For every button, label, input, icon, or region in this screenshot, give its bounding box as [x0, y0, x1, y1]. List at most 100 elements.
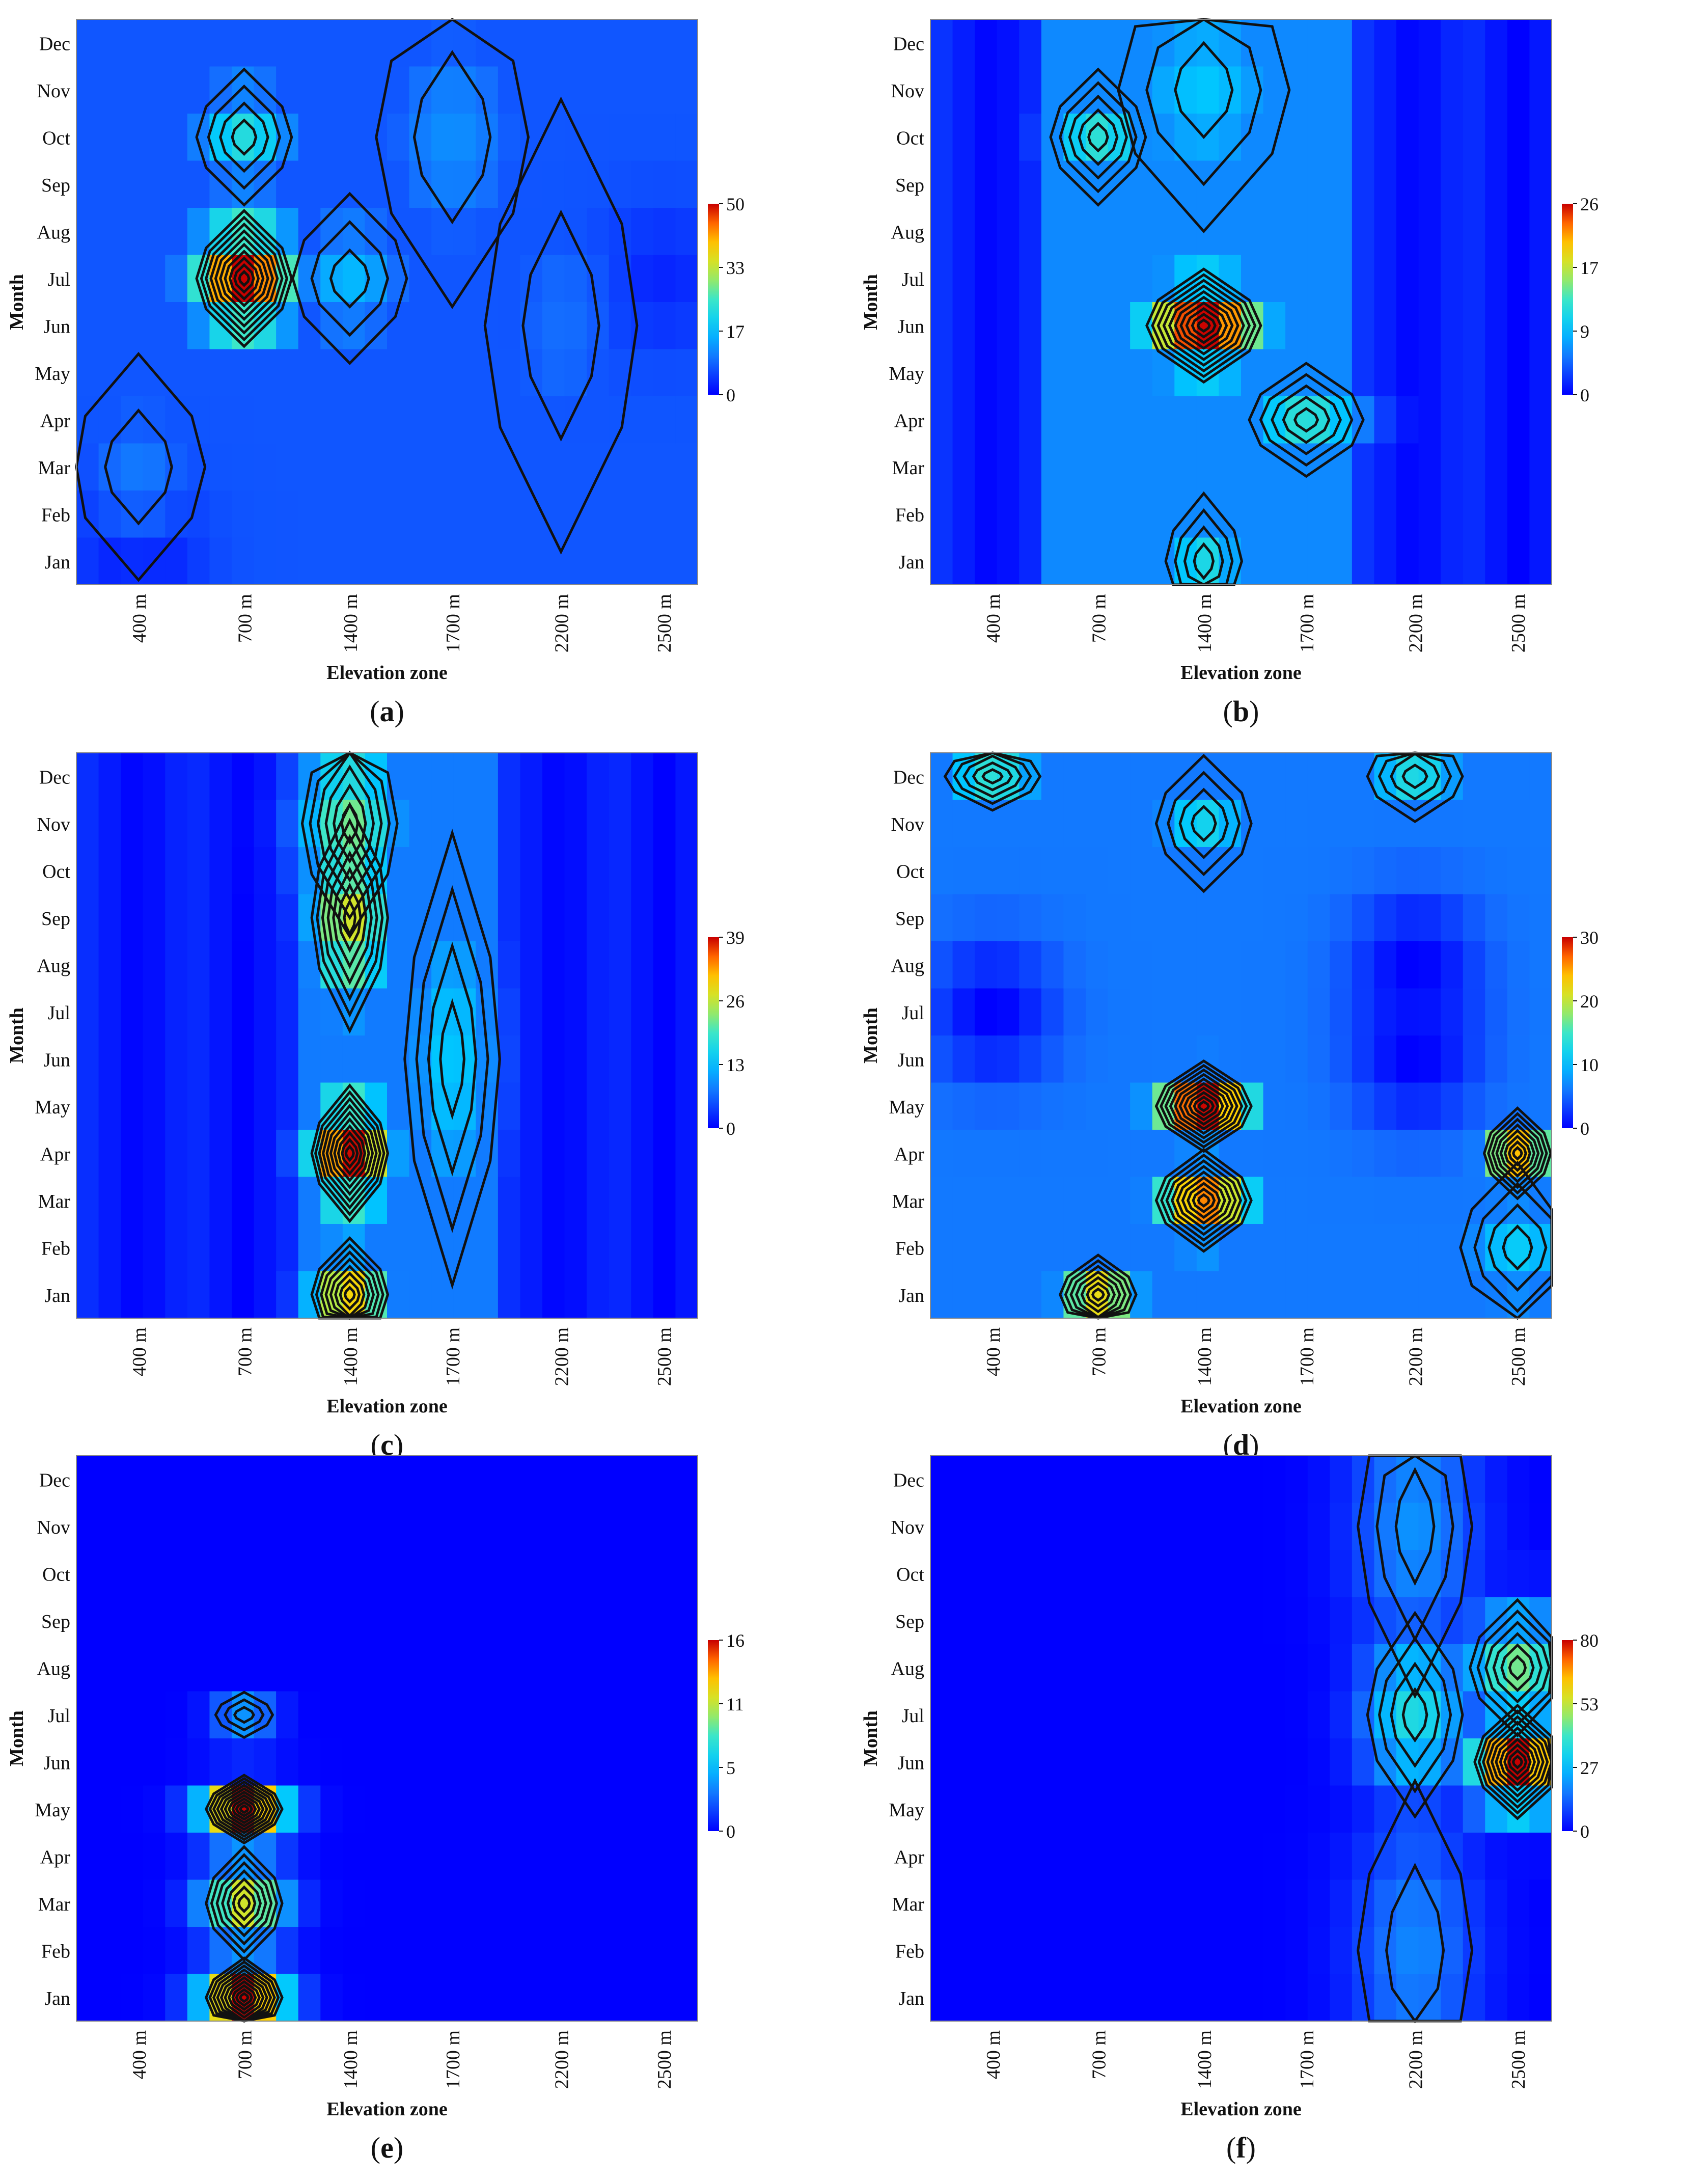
heatmap-cell [187, 894, 210, 942]
heatmap-cell [1352, 1738, 1375, 1786]
heatmap-cell [1485, 19, 1508, 67]
heatmap-cell [143, 1785, 166, 1833]
heatmap-cell [1063, 537, 1086, 585]
heatmap-cell [165, 894, 188, 942]
heatmap-cell [1285, 988, 1308, 1036]
heatmap-cell [609, 1644, 631, 1692]
heatmap-cell [1063, 1879, 1086, 1927]
heatmap-cell [1196, 1691, 1220, 1739]
heatmap-cell [1418, 255, 1441, 303]
heatmap-cell [653, 349, 676, 397]
caption-open: ( [1223, 695, 1233, 728]
heatmap-cell [930, 349, 953, 397]
contour-line [1197, 1193, 1210, 1208]
contour-line [215, 1861, 273, 1946]
heatmap-cell [121, 1130, 144, 1178]
heatmap-cell [1374, 1974, 1397, 2022]
heatmap-cell [209, 894, 232, 942]
heatmap-cell [1285, 1597, 1308, 1645]
heatmap-cell [431, 1503, 454, 1550]
heatmap-cell [98, 1927, 121, 1975]
heatmap-cell [1219, 1503, 1242, 1550]
contour-line [1174, 1077, 1234, 1135]
heatmap-cell [209, 847, 232, 895]
y-tick-label: Nov [37, 814, 70, 835]
heatmap-cell [1441, 894, 1464, 942]
contour-line [337, 1131, 363, 1176]
heatmap-cell [520, 1833, 543, 1881]
heatmap-cell [1152, 1036, 1175, 1083]
heatmap-cell [165, 1691, 188, 1739]
heatmap-cell [1086, 1785, 1109, 1833]
heatmap-cell [1063, 1036, 1086, 1083]
heatmap-cell [1285, 1503, 1308, 1550]
heatmap-cell [1196, 1833, 1220, 1881]
contour-line [337, 882, 362, 953]
y-tick-label: Nov [37, 1517, 70, 1538]
heatmap-cell [930, 1927, 953, 1975]
contour-line [214, 236, 274, 321]
heatmap-cell [1330, 1271, 1353, 1319]
contour-line [1059, 81, 1138, 194]
heatmap-cell [76, 1691, 99, 1739]
heatmap-cell [365, 1036, 388, 1083]
heatmap-cell [675, 1879, 698, 1927]
heatmap-cell [1019, 1550, 1042, 1598]
contour-line [1080, 1276, 1116, 1314]
heatmap-cell [1174, 1036, 1197, 1083]
heatmap-cell [1507, 1503, 1530, 1550]
heatmap-cell [520, 847, 543, 895]
heatmap-cell [498, 1974, 521, 2022]
heatmap-cell [653, 1082, 676, 1130]
heatmap-cell [276, 941, 299, 989]
heatmap-cell [1441, 1177, 1464, 1224]
heatmap-cell [453, 396, 476, 444]
heatmap-cell [143, 1833, 166, 1881]
heatmap-cell [1330, 1130, 1353, 1178]
heatmap-cell [587, 160, 610, 208]
heatmap-cell [975, 443, 998, 491]
heatmap-cell [631, 396, 654, 444]
heatmap-cell [1330, 988, 1353, 1036]
heatmap-cell [342, 490, 366, 538]
heatmap-cell [165, 800, 188, 848]
heatmap-cell [209, 1503, 232, 1550]
heatmap-cell [1263, 1036, 1286, 1083]
heatmap-cell [1352, 66, 1375, 114]
heatmap-cell [675, 1271, 698, 1319]
x-tick-label: 2200 m [552, 2030, 573, 2089]
heatmap-cell [121, 1974, 144, 2022]
y-tick-label: Mar [38, 1191, 71, 1212]
heatmap-cell [232, 1177, 255, 1224]
plot-frame [930, 752, 1552, 1319]
heatmap-cell [1285, 1974, 1308, 2022]
heatmap-cell [1374, 1271, 1397, 1319]
heatmap-cell [542, 1177, 565, 1224]
heatmap-cell [498, 1271, 521, 1319]
heatmap-cell [1529, 349, 1552, 397]
contour-line [216, 1784, 272, 1835]
heatmap-cell [298, 988, 321, 1036]
heatmap-cell [1196, 1036, 1220, 1083]
heatmap-cell [409, 19, 432, 67]
heatmap-cell [1263, 1456, 1286, 1504]
heatmap-cell [930, 988, 953, 1036]
heatmap-cell [387, 941, 410, 989]
heatmap-cell [409, 1833, 432, 1881]
heatmap-cell [564, 1036, 587, 1083]
heatmap-cell [653, 1691, 676, 1739]
heatmap-cell [1263, 1224, 1286, 1272]
contour-line [1487, 1203, 1548, 1292]
heatmap-cell [453, 1597, 476, 1645]
heatmap-cell [1507, 847, 1530, 895]
heatmap-cell [476, 66, 499, 114]
contour-line [412, 50, 492, 225]
heatmap-cell [1219, 753, 1242, 801]
heatmap-cell [121, 894, 144, 942]
heatmap-cell [431, 1833, 454, 1881]
heatmap-cell [1396, 753, 1419, 801]
y-tick-label: Apr [40, 410, 70, 431]
heatmap-cell [320, 396, 343, 444]
heatmap-cell [1130, 894, 1153, 942]
heatmap-cell [165, 1271, 188, 1319]
